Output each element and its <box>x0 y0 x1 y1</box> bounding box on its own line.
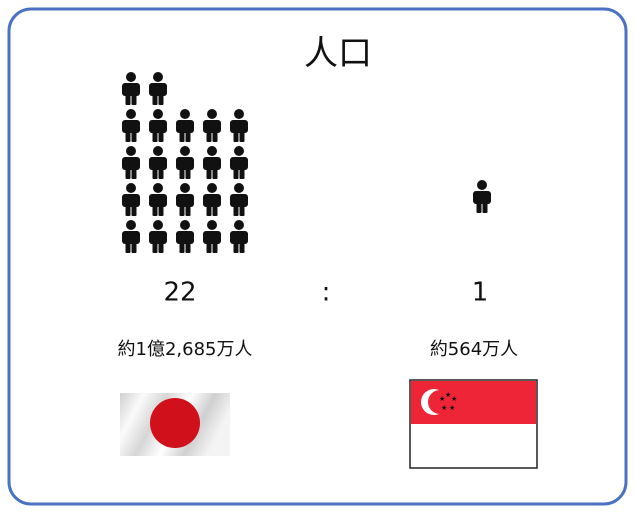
svg-text:★: ★ <box>451 395 457 403</box>
svg-text:★: ★ <box>445 391 451 399</box>
japan-flag <box>120 393 230 456</box>
svg-text:★: ★ <box>439 395 445 403</box>
left-ratio: 22 <box>163 278 196 308</box>
right-population: 約564万人 <box>430 339 518 360</box>
separator: : <box>322 278 331 308</box>
title: 人口 <box>304 34 372 74</box>
singapore-flag: ★ ★ ★★★ <box>409 379 538 469</box>
svg-text:★: ★ <box>441 404 447 412</box>
svg-text:★: ★ <box>449 404 455 412</box>
right-ratio: 1 <box>472 278 489 308</box>
left-population: 約1億2,685万人 <box>118 339 253 360</box>
